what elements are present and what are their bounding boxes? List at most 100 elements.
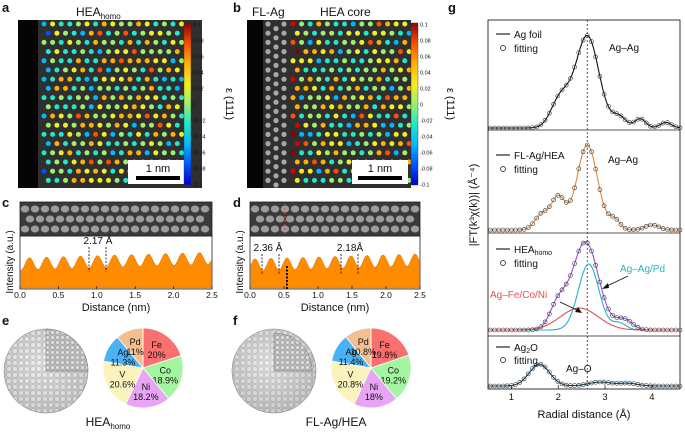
strain-atom bbox=[389, 141, 395, 147]
haadf-atom-column bbox=[275, 215, 285, 223]
strain-atom bbox=[101, 58, 107, 64]
strain-atom bbox=[363, 104, 369, 110]
strain-atom bbox=[174, 141, 180, 147]
strain-atom bbox=[389, 85, 395, 91]
pie-label-element: Fe bbox=[379, 340, 390, 350]
panel-letter-e: e bbox=[2, 313, 9, 328]
strain-atom bbox=[363, 141, 369, 147]
strain-atom bbox=[88, 104, 94, 110]
strain-atom bbox=[307, 113, 313, 119]
strain-atom bbox=[329, 122, 335, 128]
haadf-atom-column bbox=[100, 205, 110, 213]
exafs-fit-point-fl-ag-hea bbox=[631, 227, 636, 233]
exafs-fit-point-fl-ag-hea bbox=[589, 149, 594, 155]
strain-atom bbox=[118, 113, 124, 119]
strain-atom bbox=[58, 131, 64, 137]
strain-atom bbox=[54, 177, 60, 183]
strain-atom bbox=[329, 67, 335, 73]
strain-atom bbox=[161, 21, 167, 27]
exafs-fit-point-ag2o bbox=[660, 383, 666, 389]
strain-atom bbox=[337, 67, 343, 73]
haadf-atom-column bbox=[185, 215, 195, 223]
pie-label-percent: 19.2% bbox=[381, 375, 407, 385]
strain-atom bbox=[50, 131, 56, 137]
colorbar-tick-label: 0.02 bbox=[193, 87, 204, 93]
strain-atom bbox=[307, 76, 313, 82]
strain-atom bbox=[359, 113, 365, 119]
exafs-fit-point-ag-foil bbox=[656, 123, 662, 128]
strain-atom bbox=[140, 30, 146, 36]
exafs-fit-point-hea bbox=[618, 315, 624, 321]
exafs-fit-point-ag2o bbox=[601, 379, 607, 385]
exafs-fit-point-hea bbox=[610, 313, 615, 318]
strain-atom bbox=[118, 39, 124, 45]
haadf-atom-column bbox=[310, 225, 320, 233]
strain-atom bbox=[333, 58, 339, 64]
strain-atom bbox=[41, 131, 47, 137]
strain-atom bbox=[380, 49, 386, 55]
strain-atom bbox=[110, 131, 116, 137]
strain-atom bbox=[67, 58, 73, 64]
exafs-fit-point-fl-ag-hea bbox=[580, 149, 586, 155]
strain-atom bbox=[342, 95, 348, 101]
strain-atom bbox=[153, 95, 159, 101]
exafs-fit-point-ag2o bbox=[487, 383, 493, 389]
strain-atom bbox=[380, 30, 386, 36]
strain-atom bbox=[393, 58, 399, 64]
strain-atom bbox=[136, 21, 142, 27]
fl-ag-atom bbox=[265, 150, 271, 156]
panel-g-legend-ag-foil: Ag foil bbox=[514, 30, 542, 41]
exafs-fit-point-ag-foil bbox=[584, 33, 590, 38]
panel-c-ylabel: Intensity (a.u.) bbox=[5, 230, 16, 293]
strain-atom bbox=[350, 131, 356, 137]
strain-atom bbox=[389, 122, 395, 128]
strain-atom bbox=[84, 131, 90, 137]
strain-atom bbox=[67, 113, 73, 119]
exafs-fit-point-ag2o bbox=[559, 381, 565, 387]
strain-atom bbox=[153, 21, 159, 27]
strain-atom bbox=[329, 141, 335, 147]
fl-ag-atom bbox=[265, 168, 271, 174]
exafs-fit-point-ag-foil bbox=[487, 125, 493, 131]
strain-atom bbox=[363, 67, 369, 73]
strain-atom bbox=[333, 150, 339, 156]
exafs-fit-point-ag2o bbox=[542, 364, 548, 370]
strain-atom bbox=[316, 113, 322, 119]
strain-atom bbox=[376, 39, 382, 45]
pie-label-percent: 11% bbox=[126, 347, 143, 357]
exafs-fit-point-hea bbox=[601, 295, 607, 300]
panel-a-scale-bar-label: 1 nm bbox=[146, 163, 170, 175]
strain-atom bbox=[166, 49, 172, 55]
strain-atom bbox=[299, 131, 305, 137]
strain-atom bbox=[303, 30, 309, 36]
haadf-atom-column bbox=[385, 215, 395, 223]
strain-atom bbox=[106, 141, 111, 147]
haadf-atom-column bbox=[165, 215, 175, 223]
haadf-atom-column bbox=[125, 215, 135, 223]
haadf-atom-column bbox=[150, 225, 160, 233]
exafs-fit-point-ag-foil bbox=[669, 122, 674, 127]
strain-atom bbox=[406, 85, 411, 91]
strain-atom bbox=[316, 150, 322, 156]
strain-atom bbox=[80, 104, 86, 110]
strain-atom bbox=[93, 76, 99, 82]
strain-atom bbox=[63, 49, 68, 55]
strain-atom bbox=[385, 150, 391, 156]
exafs-fit-point-fl-ag-hea bbox=[677, 227, 683, 233]
strain-atom bbox=[161, 58, 167, 64]
colorbar-tick-label: -0.08 bbox=[193, 167, 206, 173]
strain-atom bbox=[114, 177, 120, 183]
haadf-atom-column bbox=[110, 225, 120, 233]
panel-a-strain-map: HEAhomo 1 nm 0.1 0.08 0.06 0.04 0.02 0 -0.02 -0… bbox=[18, 5, 235, 189]
strain-atom bbox=[149, 141, 154, 147]
colorbar-tick-label: -0.06 bbox=[420, 151, 433, 157]
strain-atom bbox=[88, 30, 94, 36]
strain-atom bbox=[402, 150, 408, 156]
strain-atom bbox=[299, 21, 305, 27]
strain-atom bbox=[71, 67, 77, 73]
exafs-fit-point-hea bbox=[538, 324, 544, 330]
strain-atom bbox=[93, 39, 99, 45]
exafs-fit-point-ag-foil bbox=[530, 125, 535, 130]
fl-ag-atom bbox=[273, 145, 279, 151]
exafs-fit-point-hea bbox=[546, 311, 552, 317]
